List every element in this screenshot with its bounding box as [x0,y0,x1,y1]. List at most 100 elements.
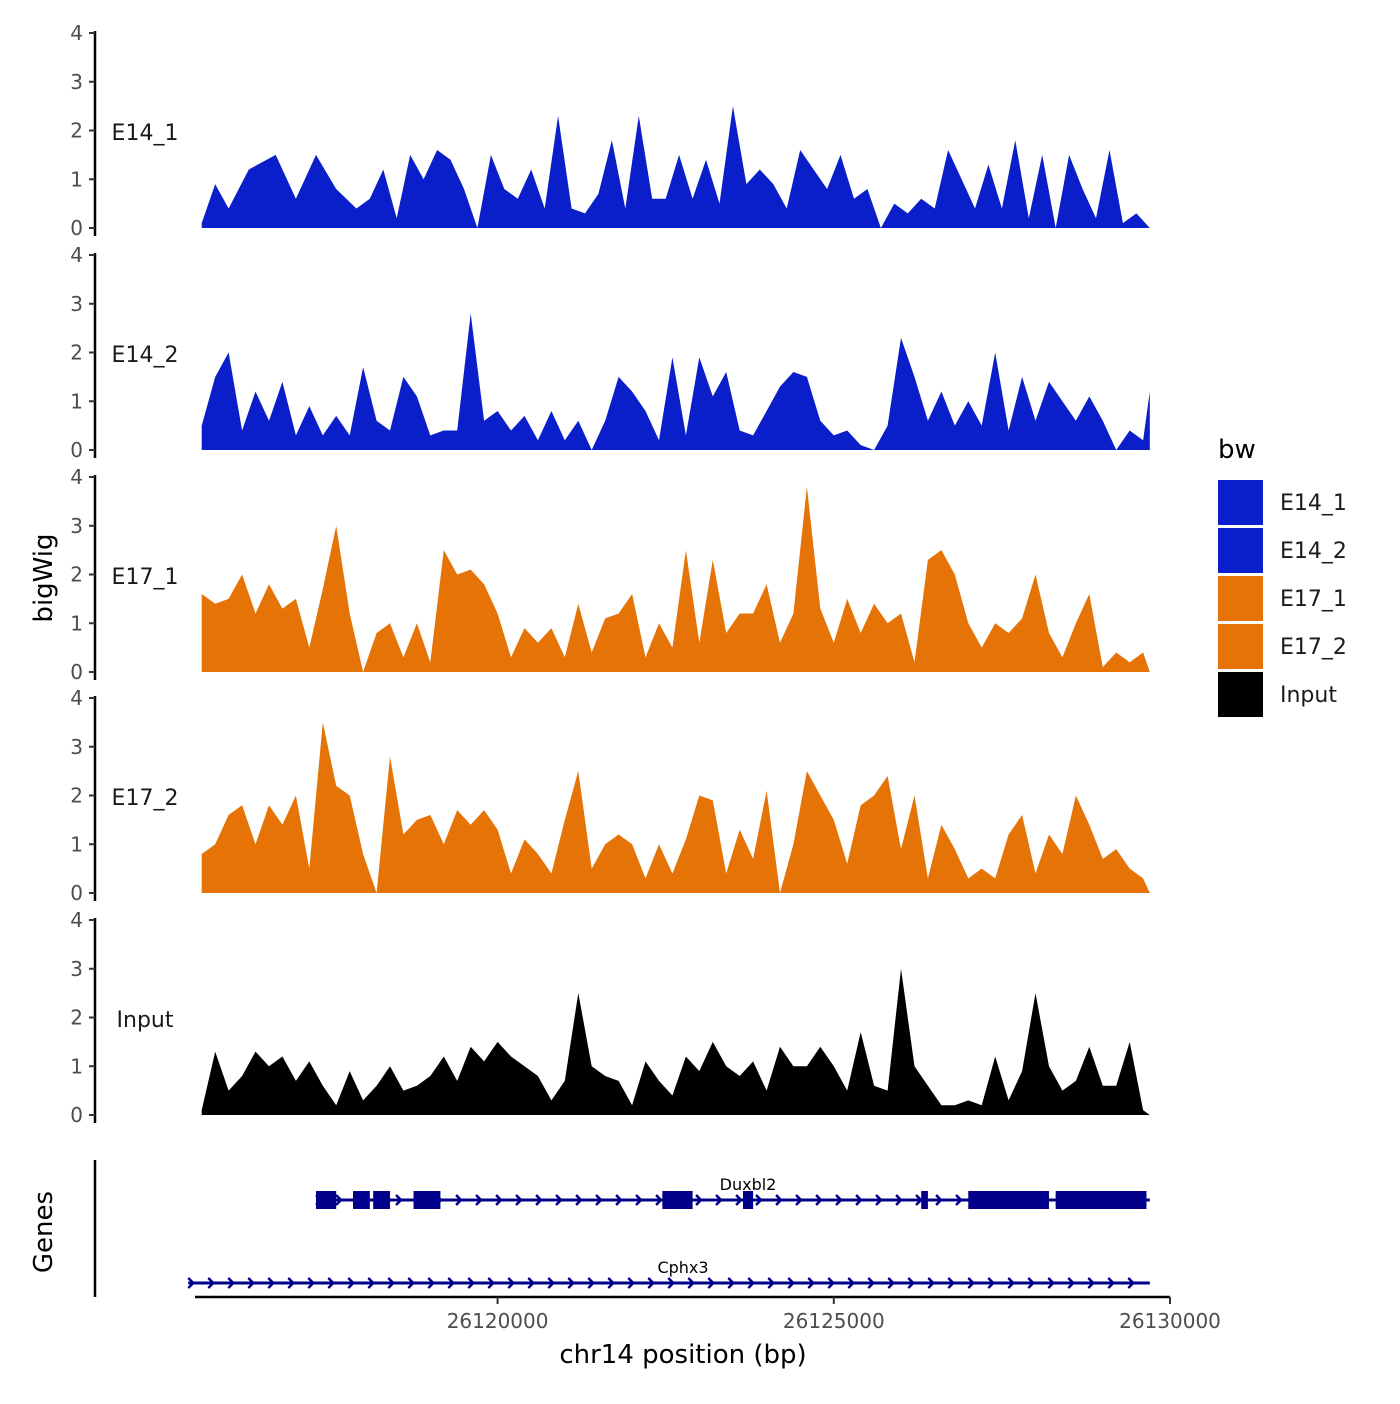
x-tick-label: 26120000 [447,1309,549,1333]
y-tick-label: 1 [70,1054,83,1078]
strand-arrow [867,1277,876,1289]
track-label: E14_1 [112,121,179,146]
track-label: E17_2 [112,786,179,811]
y-tick-label: 3 [70,735,83,759]
legend-key [1218,576,1263,621]
y-tick-label: 3 [70,70,83,94]
strand-arrow [767,1277,776,1289]
genes-axis-title: Genes [29,1191,59,1273]
strand-arrow [487,1277,496,1289]
exon [921,1191,928,1209]
strand-arrow [1067,1277,1076,1289]
legend-label: E14_1 [1280,491,1347,516]
y-tick-label: 0 [70,438,83,462]
exon [353,1191,370,1209]
y-tick-label: 0 [70,660,83,684]
y-tick-label: 1 [70,832,83,856]
y-tick-label: 1 [70,389,83,413]
strand-arrow [655,1194,663,1206]
legend-key [1218,528,1263,573]
strand-arrow [515,1194,523,1206]
y-tick-label: 2 [70,563,83,587]
strand-arrow [735,1194,743,1206]
strand-arrow [367,1277,376,1289]
track-e14-1: 0 1 2 3 4 E14_1 [70,21,1150,240]
x-tick-label: 26125000 [783,1309,885,1333]
strand-arrow [667,1277,676,1289]
y-tick-label: 2 [70,119,83,143]
strand-arrow [407,1277,416,1289]
strand-arrow [887,1277,896,1289]
strand-arrow [207,1277,216,1289]
strand-arrow [795,1194,803,1206]
strand-arrow [955,1194,963,1206]
strand-arrow [1127,1277,1136,1289]
y-tick-label: 0 [70,1103,83,1127]
exon [316,1191,337,1209]
legend-key [1218,672,1263,717]
strand-arrow [1107,1277,1116,1289]
gene-label: Duxbl2 [720,1175,777,1194]
y-tick-label: 4 [70,465,83,489]
strand-arrow [847,1277,856,1289]
track-label: E17_1 [112,565,179,590]
strand-arrow [927,1277,936,1289]
strand-arrow [615,1194,623,1206]
strand-arrow [527,1277,536,1289]
strand-arrow [727,1277,736,1289]
exon [413,1191,441,1209]
strand-arrow [307,1277,316,1289]
y-tick-label: 4 [70,21,83,45]
strand-arrow [247,1277,256,1289]
legend-label: E17_1 [1280,587,1347,612]
strand-arrow [787,1277,796,1289]
y-tick-label: 3 [70,292,83,316]
strand-arrow [595,1194,603,1206]
strand-arrow [467,1277,476,1289]
strand-arrow [567,1277,576,1289]
strand-arrow [427,1277,436,1289]
gene-track: Duxbl2 Cphx3 [93,1160,1150,1297]
strand-arrow [347,1277,356,1289]
y-tick-label: 4 [70,243,83,267]
y-tick-label: 3 [70,514,83,538]
strand-arrow [815,1194,823,1206]
strand-arrow [755,1194,763,1206]
strand-arrow [1007,1277,1016,1289]
track-e17-2: 0 1 2 3 4 E17_2 [70,686,1150,905]
strand-arrow [827,1277,836,1289]
x-tick-label: 26130000 [1119,1309,1221,1333]
legend-label: E14_2 [1280,539,1347,564]
strand-arrow [715,1194,723,1206]
strand-arrow [775,1194,783,1206]
y-axis-title: bigWig [29,533,59,622]
gene-duxbl2: Duxbl2 [315,1175,1150,1209]
strand-arrow [455,1194,463,1206]
y-tick-label: 1 [70,167,83,191]
strand-arrow [187,1277,196,1289]
x-axis-title: chr14 position (bp) [559,1340,806,1370]
track-label: E14_2 [112,343,179,368]
strand-arrow [747,1277,756,1289]
legend-key [1218,624,1263,669]
signal-area-e14-1 [201,106,1150,228]
strand-arrow [687,1277,696,1289]
y-tick-label: 2 [70,1006,83,1030]
signal-area-input [201,968,1150,1115]
y-tick-label: 3 [70,957,83,981]
x-axis: 26120000 26125000 26130000 [195,1295,1221,1333]
strand-arrow [915,1194,923,1206]
strand-arrow [1087,1277,1096,1289]
strand-arrow [575,1194,583,1206]
strand-arrow [895,1194,903,1206]
legend: bw E14_1 E14_2 E17_1 E17_2 Input [1218,435,1347,717]
y-tick-label: 0 [70,216,83,240]
signal-area-e14-2 [201,313,1150,450]
track-e14-2: 0 1 2 3 4 E14_2 [70,243,1150,462]
strand-arrow [935,1194,943,1206]
signal-tracks: 0 1 2 3 4 E14_1 0 1 2 3 4 E14_2 0 1 2 3 4 E17_1 0 1 2 3 4 E17_2… [70,21,1150,1127]
strand-arrow [875,1194,883,1206]
strand-arrow [1027,1277,1036,1289]
strand-arrow [495,1194,503,1206]
